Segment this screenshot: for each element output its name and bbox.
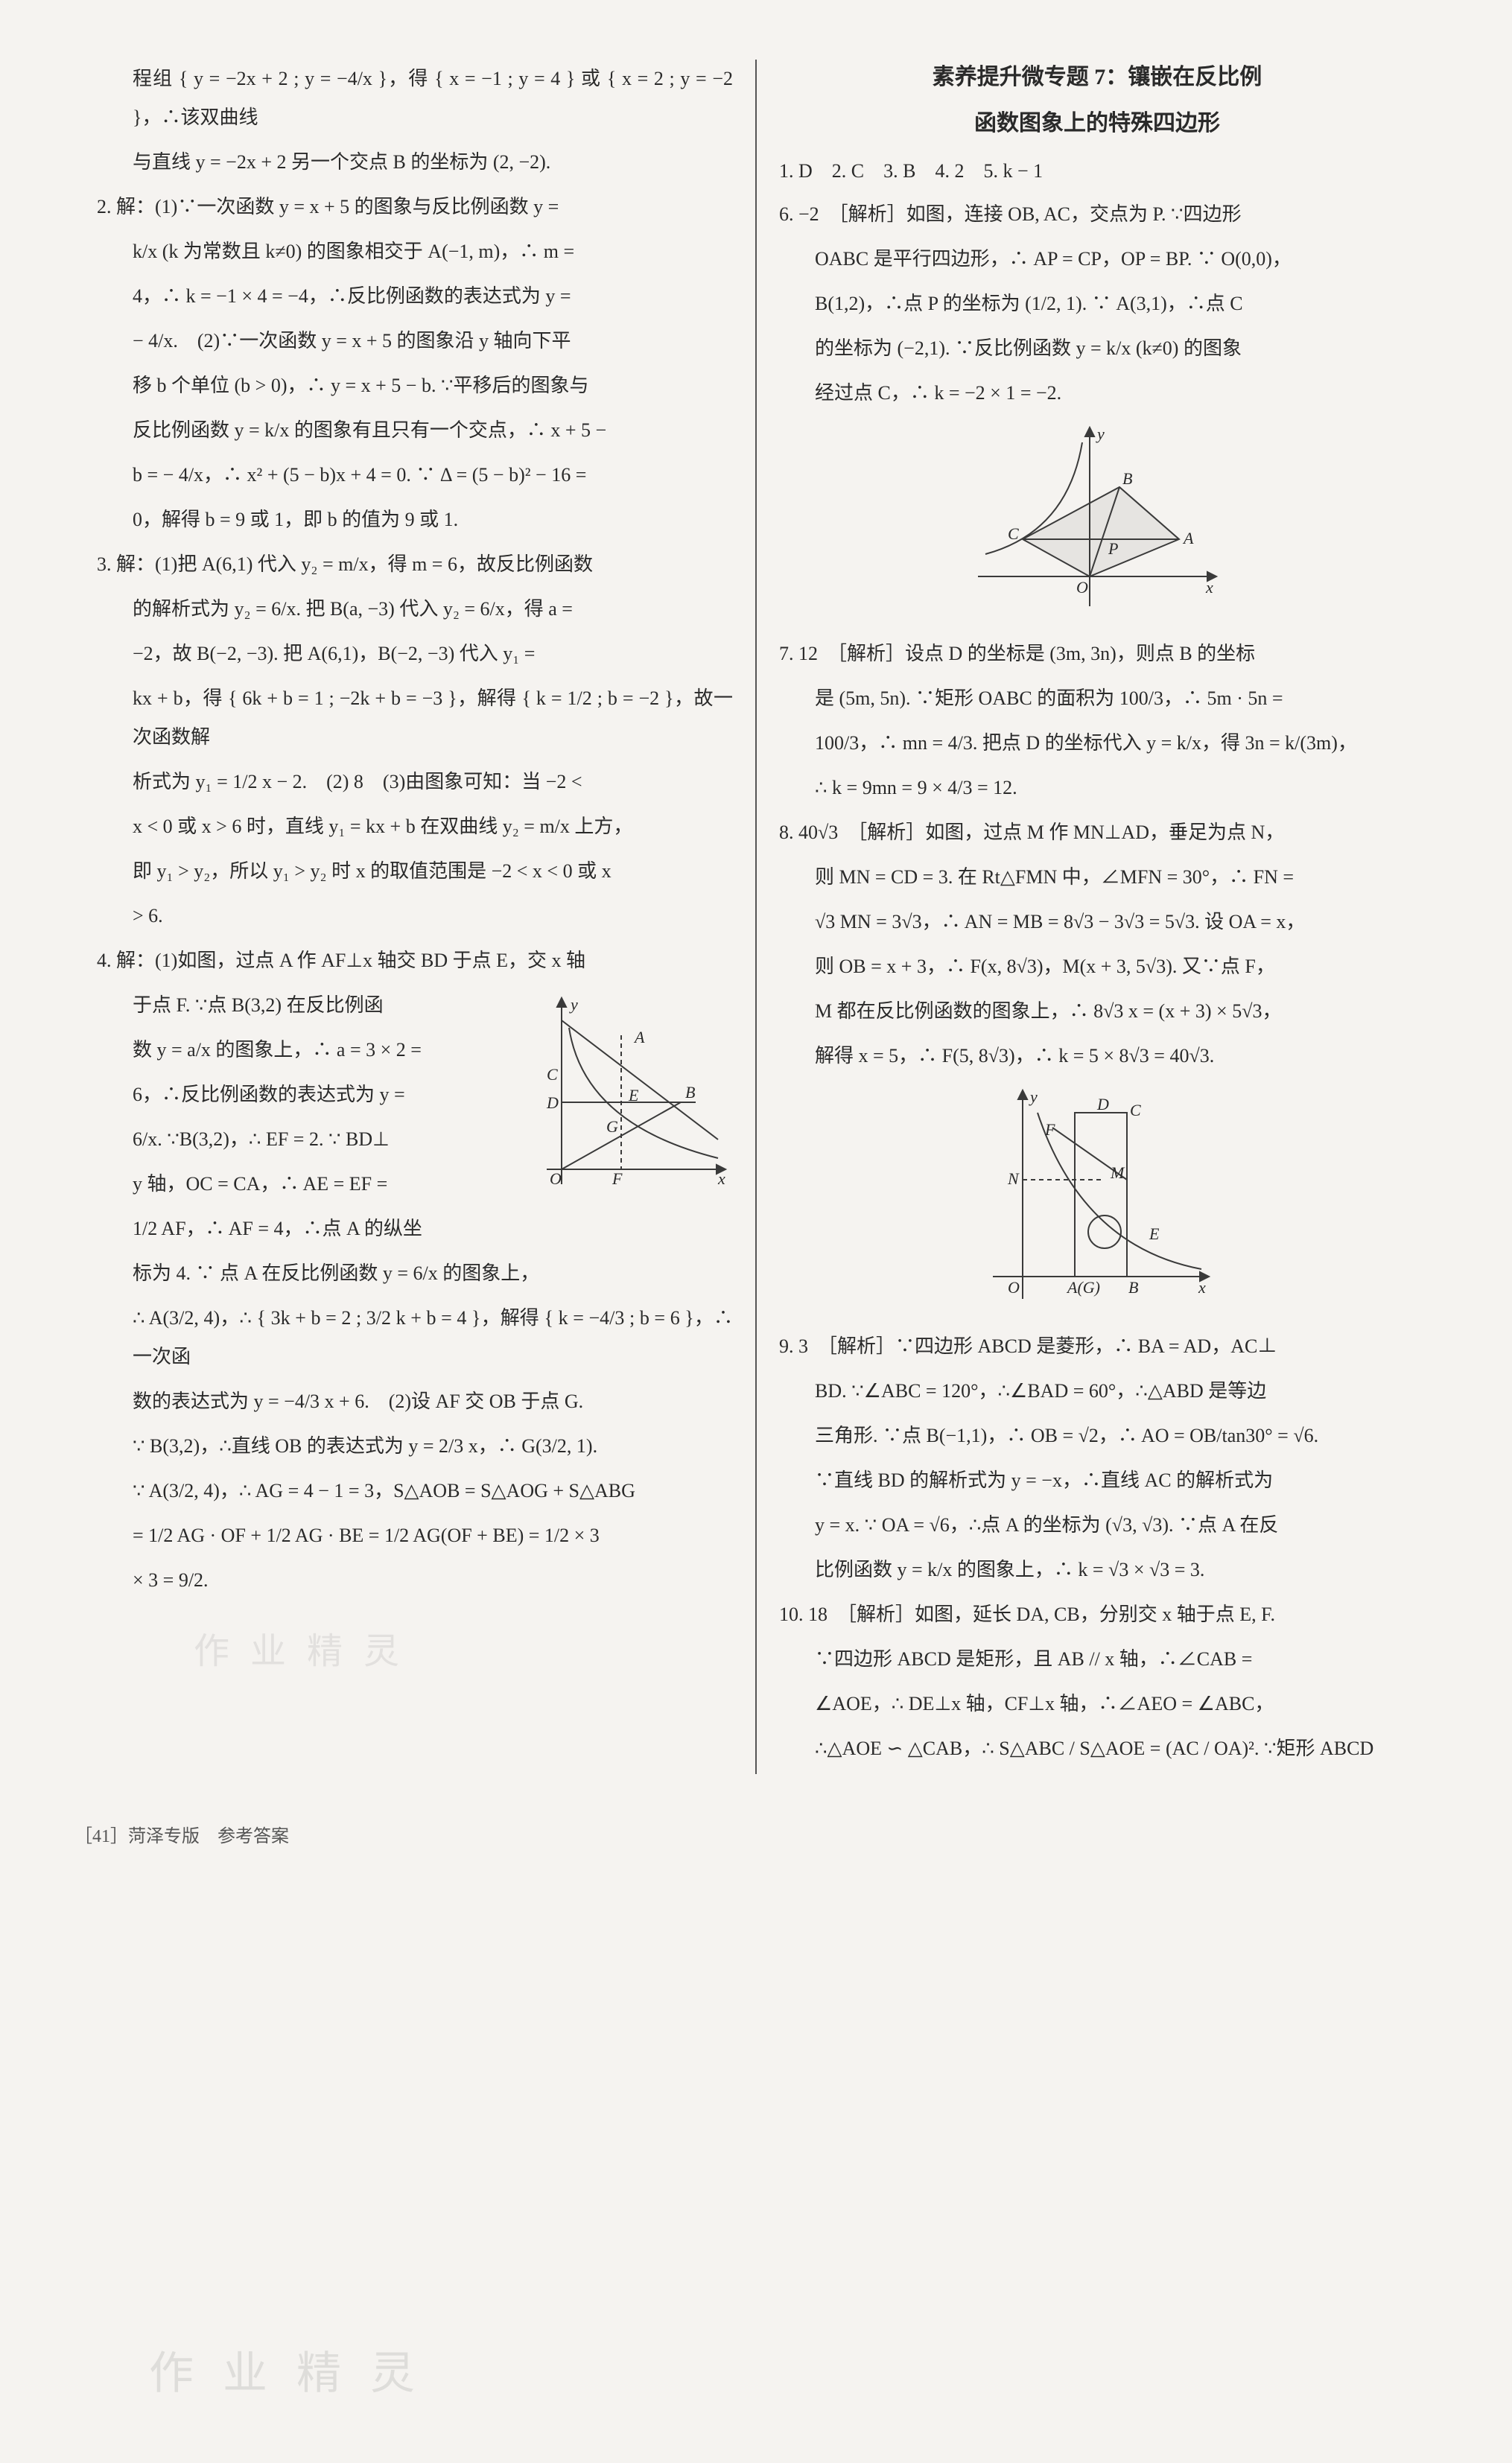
watermark-bottom: 作 业 精 灵 — [149, 2329, 424, 2418]
p2-b: k/x (k 为常数且 k≠0) 的图象相交于 A(−1, m)，∴ m = — [97, 232, 733, 271]
p3-h: > 6. — [97, 897, 733, 935]
watermark-mid: 作 业 精 灵 — [194, 1616, 405, 1688]
fig6-A: A — [1182, 529, 1194, 547]
p2-d: − 4/x. (2)∵一次函数 y = x + 5 的图象沿 y 轴向下平 — [97, 322, 733, 360]
fig4-A: A — [633, 1028, 645, 1046]
p2-f: 反比例函数 y = k/x 的图象有且只有一个交点，∴ x + 5 − — [97, 411, 733, 450]
p7-d: ∴ k = 9mn = 9 × 4/3 = 12. — [779, 769, 1415, 807]
p10-c: ∠AOE，∴ DE⊥x 轴，CF⊥x 轴，∴∠AEO = ∠ABC， — [779, 1685, 1415, 1723]
fig8-y: y — [1029, 1087, 1038, 1106]
p3-a: 3. 解：(1)把 A(6,1) 代入 y₂ = m/x，得 m = 6，故反比… — [97, 545, 733, 584]
right-column: 素养提升微专题 7：镶嵌在反比例 函数图象上的特殊四边形 1. D 2. C 3… — [757, 60, 1438, 1774]
page: 程组 { y = −2x + 2 ; y = −4/x }，得 { x = −1… — [74, 60, 1438, 1774]
p4-h: 标为 4. ∵ 点 A 在反比例函数 y = 6/x 的图象上， — [97, 1254, 733, 1293]
fig8-O: O — [1008, 1278, 1020, 1297]
p3-c: −2，故 B(−2, −3). 把 A(6,1)，B(−2, −3) 代入 y₁… — [97, 635, 733, 673]
p4-n: × 3 = 9/2. — [97, 1561, 733, 1600]
fig4-B: B — [685, 1083, 695, 1102]
figure-p4: y x O A B C D E F G — [524, 991, 733, 1213]
p3-f: x < 0 或 x > 6 时，直线 y₁ = kx + b 在双曲线 y₂ =… — [97, 807, 733, 846]
fig8-A: A(G) — [1066, 1278, 1100, 1297]
fig4-C: C — [547, 1065, 558, 1084]
p6-e: 经过点 C，∴ k = −2 × 1 = −2. — [779, 374, 1415, 413]
p4-g: 1/2 AF，∴ AF = 4，∴点 A 的纵坐 — [97, 1210, 733, 1248]
fig8-B: B — [1128, 1278, 1138, 1297]
fig4-O: O — [550, 1169, 562, 1188]
fig8-E: E — [1149, 1224, 1160, 1243]
p9-d: ∵直线 BD 的解析式为 y = −x，∴直线 AC 的解析式为 — [779, 1461, 1415, 1500]
p8-f: 解得 x = 5，∴ F(5, 8√3)，∴ k = 5 × 8√3 = 40√… — [779, 1037, 1415, 1075]
p4-a: 4. 解：(1)如图，过点 A 作 AF⊥x 轴交 BD 于点 E，交 x 轴 — [97, 941, 733, 980]
fig6-C: C — [1008, 524, 1019, 543]
p4-i: ∴ A(3/2, 4)，∴ { 3k + b = 2 ; 3/2 k + b =… — [97, 1299, 733, 1376]
fig8-C: C — [1130, 1101, 1141, 1119]
fig4-D: D — [546, 1093, 559, 1112]
p10-d: ∴△AOE ∽ △CAB，∴ S△ABC / S△AOE = (AC / OA)… — [779, 1729, 1415, 1768]
fig8-x: x — [1198, 1278, 1206, 1297]
fig4-G: G — [606, 1117, 618, 1136]
p4-m: = 1/2 AG · OF + 1/2 AG · BE = 1/2 AG(OF … — [97, 1516, 733, 1555]
p3-e: 析式为 y₁ = 1/2 x − 2. (2) 8 (3)由图象可知：当 −2 … — [97, 763, 733, 801]
p2-a: 2. 解：(1)∵一次函数 y = x + 5 的图象与反比例函数 y = — [97, 188, 733, 226]
p9-a: 9. 3 ［解析］∵四边形 ABCD 是菱形，∴ BA = AD，AC⊥ — [779, 1327, 1415, 1366]
p4-l: ∵ A(3/2, 4)，∴ AG = 4 − 1 = 3，S△AOB = S△A… — [97, 1472, 733, 1510]
fig4-E: E — [628, 1086, 639, 1105]
p8-d: 则 OB = x + 3，∴ F(x, 8√3)，M(x + 3, 5√3). … — [779, 947, 1415, 986]
fig6-O: O — [1076, 578, 1088, 597]
p2-c: 4，∴ k = −1 × 4 = −4，∴反比例函数的表达式为 y = — [97, 277, 733, 316]
p7-b: 是 (5m, 5n). ∵矩形 OABC 的面积为 100/3，∴ 5m · 5… — [779, 679, 1415, 718]
short-answers: 1. D 2. C 3. B 4. 2 5. k − 1 — [779, 152, 1415, 191]
p4-k: ∵ B(3,2)，∴直线 OB 的表达式为 y = 2/3 x，∴ G(3/2,… — [97, 1427, 733, 1466]
p10-a: 10. 18 ［解析］如图，延长 DA, CB，分别交 x 轴于点 E, F. — [779, 1595, 1415, 1634]
p10-b: ∵四边形 ABCD 是矩形，且 AB // x 轴，∴∠CAB = — [779, 1640, 1415, 1679]
left-column: 程组 { y = −2x + 2 ; y = −4/x }，得 { x = −1… — [74, 60, 757, 1774]
p6-b: OABC 是平行四边形，∴ AP = CP，OP = BP. ∵ O(0,0)， — [779, 240, 1415, 279]
page-footer: ［41］菏泽专版 参考答案 — [74, 1819, 1438, 1855]
fig8-M: M — [1110, 1163, 1125, 1182]
p9-e: y = x. ∵ OA = √6，∴点 A 的坐标为 (√3, √3). ∵点 … — [779, 1506, 1415, 1545]
p7-a: 7. 12 ［解析］设点 D 的坐标是 (3m, 3n)，则点 B 的坐标 — [779, 635, 1415, 673]
fig8-D: D — [1096, 1095, 1109, 1113]
p6-a: 6. −2 ［解析］如图，连接 OB, AC，交点为 P. ∵四边形 — [779, 195, 1415, 234]
fig6-x: x — [1205, 578, 1213, 597]
fig8-N: N — [1007, 1169, 1020, 1188]
p3-g: 即 y₁ > y₂，所以 y₁ > y₂ 时 x 的取值范围是 −2 < x <… — [97, 852, 733, 891]
fig4-F: F — [612, 1169, 623, 1188]
p2-g: b = − 4/x，∴ x² + (5 − b)x + 4 = 0. ∵ Δ =… — [97, 456, 733, 495]
fig6-P: P — [1108, 539, 1118, 558]
p6-c: B(1,2)，∴点 P 的坐标为 (1/2, 1). ∵ A(3,1)，∴点 C — [779, 285, 1415, 323]
p8-b: 则 MN = CD = 3. 在 Rt△FMN 中，∠MFN = 30°，∴ F… — [779, 858, 1415, 897]
fig8-F: F — [1044, 1120, 1055, 1139]
p2-h: 0，解得 b = 9 或 1，即 b 的值为 9 或 1. — [97, 500, 733, 539]
p4-j: 数的表达式为 y = −4/3 x + 6. (2)设 AF 交 OB 于点 G… — [97, 1382, 733, 1421]
p8-a: 8. 40√3 ［解析］如图，过点 M 作 MN⊥AD，垂足为点 N， — [779, 813, 1415, 852]
figure-p8: y x O A(G) B C D E F M N — [779, 1083, 1415, 1320]
fig4-y: y — [569, 995, 578, 1014]
p9-b: BD. ∵∠ABC = 120°，∴∠BAD = 60°，∴△ABD 是等边 — [779, 1372, 1415, 1411]
fig6-y: y — [1096, 425, 1105, 443]
section-title-2: 函数图象上的特殊四边形 — [779, 106, 1415, 142]
p9-c: 三角形. ∵点 B(−1,1)，∴ OB = √2，∴ AO = OB/tan3… — [779, 1417, 1415, 1455]
p1-line1: 程组 { y = −2x + 2 ; y = −4/x }，得 { x = −1… — [97, 60, 733, 137]
fig4-x: x — [717, 1169, 725, 1188]
p7-c: 100/3，∴ mn = 4/3. 把点 D 的坐标代入 y = k/x，得 3… — [779, 724, 1415, 763]
p6-d: 的坐标为 (−2,1). ∵反比例函数 y = k/x (k≠0) 的图象 — [779, 329, 1415, 368]
figure-p6: y x O A B C P — [779, 420, 1415, 627]
p8-c: √3 MN = 3√3，∴ AN = MB = 8√3 − 3√3 = 5√3.… — [779, 903, 1415, 941]
p1-line2: 与直线 y = −2x + 2 另一个交点 B 的坐标为 (2, −2). — [97, 143, 733, 182]
p2-e: 移 b 个单位 (b > 0)，∴ y = x + 5 − b. ∵平移后的图象… — [97, 366, 733, 405]
p3-d: kx + b，得 { 6k + b = 1 ; −2k + b = −3 }，解… — [97, 679, 733, 757]
p3-b: 的解析式为 y₂ = 6/x. 把 B(a, −3) 代入 y₂ = 6/x，得… — [97, 590, 733, 629]
fig6-B: B — [1122, 469, 1132, 488]
p9-f: 比例函数 y = k/x 的图象上，∴ k = √3 × √3 = 3. — [779, 1551, 1415, 1589]
section-title-1: 素养提升微专题 7：镶嵌在反比例 — [779, 60, 1415, 95]
p8-e: M 都在反比例函数的图象上，∴ 8√3 x = (x + 3) × 5√3， — [779, 992, 1415, 1031]
